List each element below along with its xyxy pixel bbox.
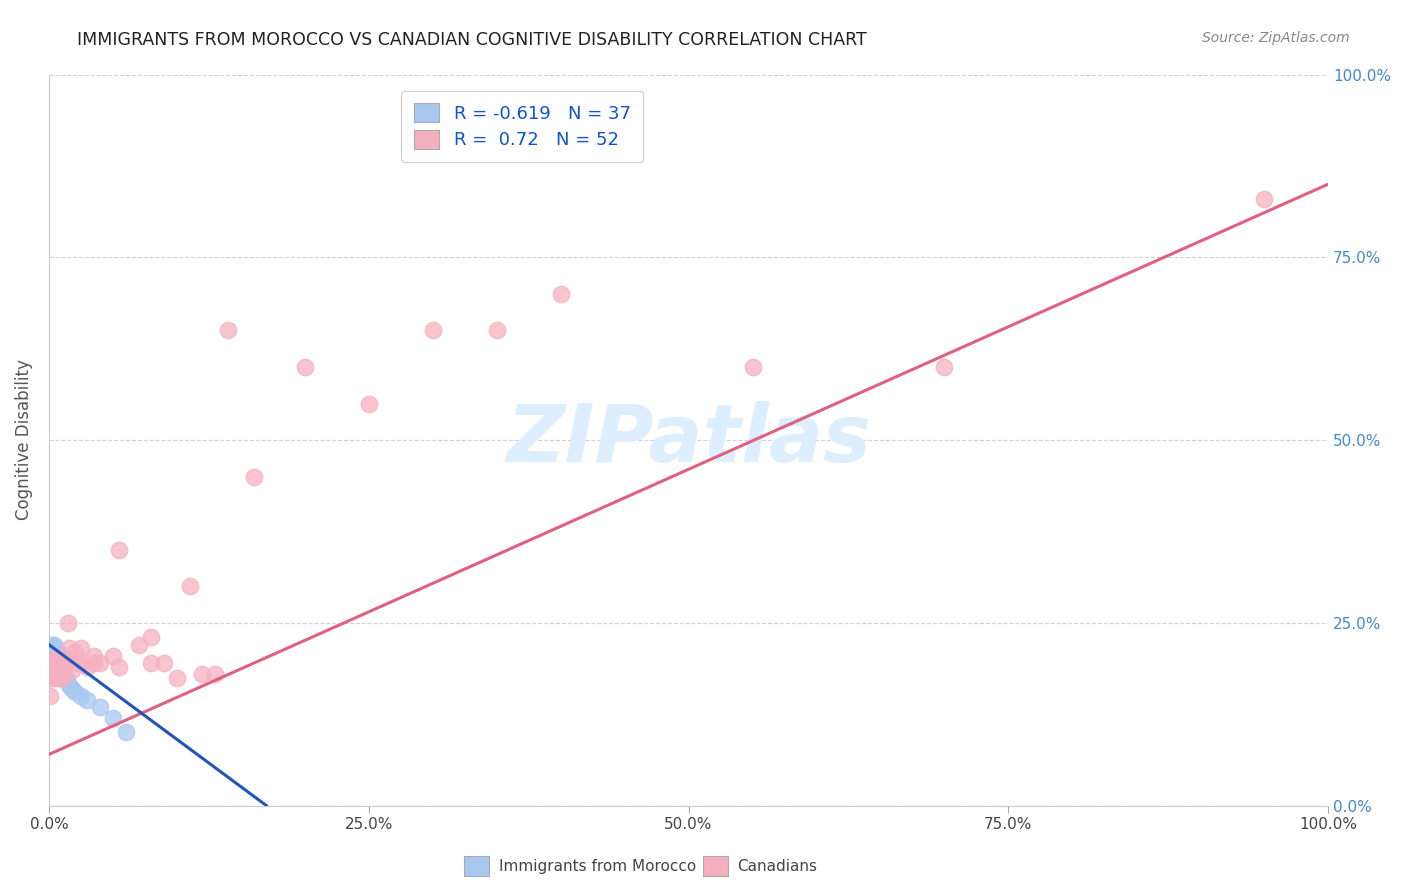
Point bbox=[51, 656, 73, 670]
Point bbox=[53, 671, 76, 685]
Point bbox=[108, 542, 131, 557]
Point bbox=[48, 671, 70, 685]
Point bbox=[42, 641, 65, 656]
Point bbox=[76, 659, 98, 673]
Point bbox=[53, 659, 76, 673]
Point bbox=[42, 648, 65, 663]
FancyBboxPatch shape bbox=[703, 856, 728, 876]
Point bbox=[45, 652, 67, 666]
Point bbox=[49, 664, 72, 678]
Point bbox=[46, 656, 69, 670]
Point bbox=[46, 667, 69, 681]
Legend: R = -0.619   N = 37, R =  0.72   N = 52: R = -0.619 N = 37, R = 0.72 N = 52 bbox=[401, 91, 644, 162]
Point bbox=[70, 656, 93, 670]
Point bbox=[63, 685, 86, 699]
Point bbox=[42, 667, 65, 681]
Point bbox=[42, 664, 65, 678]
Point bbox=[114, 725, 136, 739]
Point bbox=[45, 645, 67, 659]
Point bbox=[141, 631, 163, 645]
Point bbox=[101, 711, 124, 725]
Point bbox=[422, 323, 444, 337]
Point bbox=[42, 652, 65, 666]
Point bbox=[39, 645, 62, 659]
Point bbox=[46, 645, 69, 659]
Point bbox=[357, 396, 380, 410]
Point bbox=[51, 671, 73, 685]
Point bbox=[44, 671, 66, 685]
Point bbox=[45, 659, 67, 673]
Text: Immigrants from Morocco: Immigrants from Morocco bbox=[499, 859, 696, 873]
Point bbox=[39, 689, 62, 703]
Point bbox=[60, 664, 83, 678]
Point bbox=[41, 641, 63, 656]
Point bbox=[89, 656, 111, 670]
Point bbox=[83, 656, 105, 670]
Point bbox=[242, 469, 264, 483]
Y-axis label: Cognitive Disability: Cognitive Disability bbox=[15, 359, 32, 521]
Point bbox=[55, 652, 77, 666]
Point bbox=[48, 671, 70, 685]
Point bbox=[49, 664, 72, 678]
Point bbox=[179, 579, 201, 593]
Point bbox=[45, 664, 67, 678]
Point bbox=[51, 671, 73, 685]
Point bbox=[204, 667, 226, 681]
Point bbox=[60, 681, 83, 696]
Point bbox=[42, 659, 65, 673]
Point bbox=[128, 638, 150, 652]
Point bbox=[217, 323, 239, 337]
Point bbox=[58, 678, 80, 692]
Point bbox=[48, 648, 70, 663]
Text: Canadians: Canadians bbox=[737, 859, 817, 873]
Point bbox=[56, 615, 79, 630]
Point bbox=[741, 359, 763, 374]
Point bbox=[70, 641, 93, 656]
Point bbox=[55, 671, 77, 685]
Point bbox=[44, 656, 66, 670]
Point bbox=[166, 671, 188, 685]
Point bbox=[294, 359, 316, 374]
Point bbox=[48, 659, 70, 673]
Point bbox=[89, 699, 111, 714]
Text: IMMIGRANTS FROM MOROCCO VS CANADIAN COGNITIVE DISABILITY CORRELATION CHART: IMMIGRANTS FROM MOROCCO VS CANADIAN COGN… bbox=[77, 31, 868, 49]
Point bbox=[49, 652, 72, 666]
Point bbox=[44, 664, 66, 678]
FancyBboxPatch shape bbox=[464, 856, 489, 876]
Point bbox=[66, 656, 89, 670]
Point bbox=[51, 656, 73, 670]
Point bbox=[76, 692, 98, 706]
Point bbox=[1253, 192, 1275, 206]
Point bbox=[46, 667, 69, 681]
Point bbox=[83, 648, 105, 663]
Point bbox=[41, 671, 63, 685]
Point bbox=[58, 641, 80, 656]
Point bbox=[44, 652, 66, 666]
Text: ZIPatlas: ZIPatlas bbox=[506, 401, 872, 479]
Point bbox=[101, 648, 124, 663]
Point bbox=[550, 286, 572, 301]
Point bbox=[141, 656, 163, 670]
Point bbox=[153, 656, 176, 670]
Point bbox=[934, 359, 956, 374]
Point bbox=[41, 638, 63, 652]
Point bbox=[52, 664, 75, 678]
Point bbox=[44, 641, 66, 656]
Point bbox=[485, 323, 508, 337]
Point bbox=[108, 659, 131, 673]
Point bbox=[56, 674, 79, 689]
Point bbox=[42, 659, 65, 673]
Point bbox=[45, 652, 67, 666]
Point bbox=[42, 652, 65, 666]
Text: Source: ZipAtlas.com: Source: ZipAtlas.com bbox=[1202, 31, 1350, 45]
Point bbox=[63, 645, 86, 659]
Point bbox=[191, 667, 214, 681]
Point bbox=[42, 638, 65, 652]
Point bbox=[70, 689, 93, 703]
Point bbox=[42, 656, 65, 670]
Point bbox=[46, 656, 69, 670]
Point bbox=[52, 664, 75, 678]
Point bbox=[48, 656, 70, 670]
